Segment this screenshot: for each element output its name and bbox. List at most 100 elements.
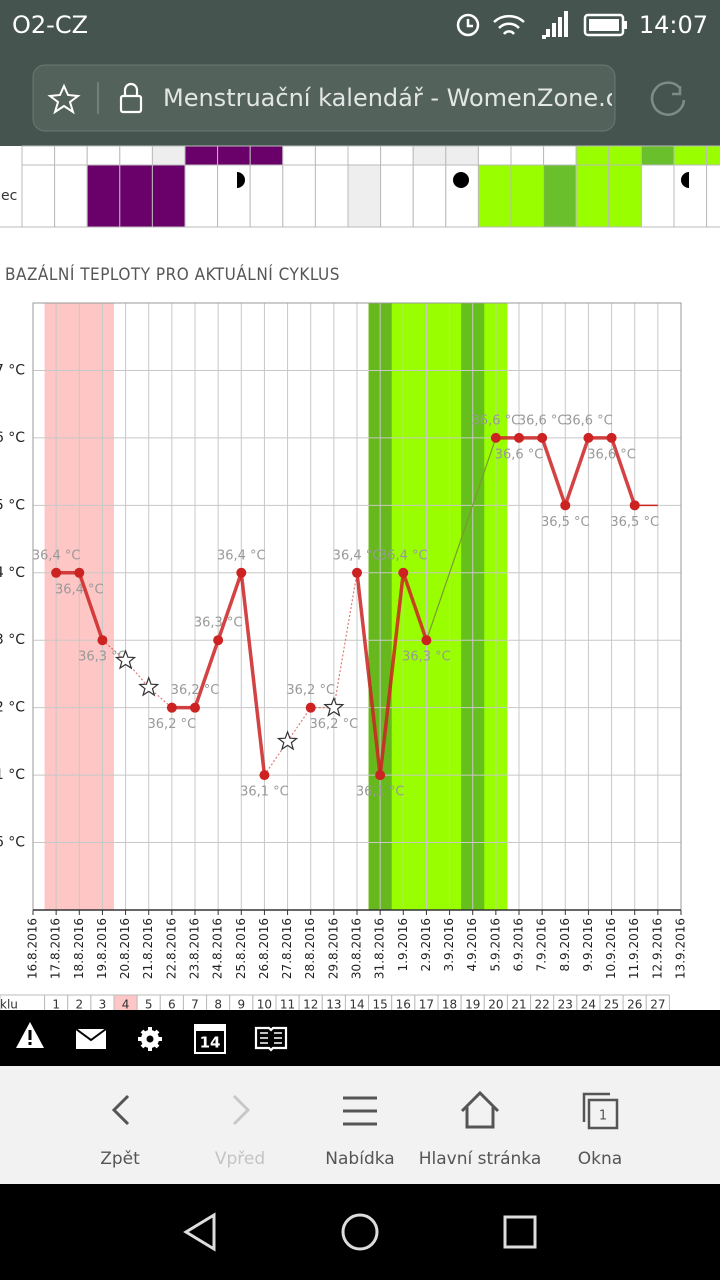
x-tick-label: 1.9.2016: [396, 918, 410, 971]
calendar-cell: [543, 164, 577, 228]
x-tick-label: 13.9.2016: [674, 918, 688, 979]
calendar-cell: [445, 145, 479, 166]
x-tick-label: 26.8.2016: [257, 918, 271, 979]
cycle-day: 7: [191, 998, 199, 1012]
line-segment: [216, 572, 243, 641]
back-icon[interactable]: [111, 1094, 130, 1126]
calendar-cell: [314, 145, 349, 166]
page-title[interactable]: Menstruační kalendář - WomenZone.c: [163, 84, 619, 112]
address-clip: Menstruační kalendář - WomenZone.c: [163, 84, 619, 112]
forward-icon[interactable]: [232, 1094, 251, 1126]
calendar-cell: [640, 164, 675, 228]
home-icon[interactable]: [460, 1090, 500, 1129]
system-nav-icons[interactable]: [183, 1212, 537, 1252]
cycle-day: 1: [52, 998, 60, 1012]
menu-label[interactable]: Nabídka: [325, 1149, 394, 1169]
cycle-day: 12: [303, 998, 318, 1012]
cycle-day: 10: [257, 998, 272, 1012]
x-tick-label: 11.9.2016: [627, 918, 641, 979]
estimated-point: [276, 730, 299, 751]
calendar-cell: [282, 145, 316, 166]
cycle-day: 20: [488, 998, 503, 1012]
calendar-cell: [706, 164, 720, 228]
toolbar-icons[interactable]: 14: [16, 1022, 288, 1054]
calendar-cell: [21, 164, 56, 228]
data-label: 36,6 °C: [564, 413, 613, 428]
calendar-cell: [608, 164, 642, 228]
cycle-day: 8: [214, 998, 222, 1012]
reload-icon[interactable]: [650, 81, 686, 116]
calendar-cell: [314, 164, 349, 228]
calendar-cell: [347, 164, 382, 228]
calendar-cell: [673, 164, 708, 228]
cycle-day: 21: [511, 998, 526, 1012]
windows-icon[interactable]: [582, 1092, 619, 1130]
calendar-cell: [640, 145, 675, 166]
status-icons: [456, 11, 627, 39]
cycle-day: 22: [535, 998, 550, 1012]
estimated-point: [114, 649, 137, 670]
forward-label[interactable]: Vpřed: [215, 1149, 265, 1169]
system-nav: [0, 1184, 720, 1280]
cycle-day: 18: [442, 998, 457, 1012]
cycle-day: 4: [122, 998, 130, 1012]
calendar-cell: [412, 145, 447, 166]
line-segment: [425, 437, 497, 641]
windows-label[interactable]: Okna: [578, 1149, 622, 1169]
home-label[interactable]: Hlavní stránka: [419, 1149, 542, 1169]
cycle-day: 24: [581, 998, 596, 1012]
cycle-day: 15: [373, 998, 388, 1012]
data-label: 36,4 °C: [55, 582, 104, 597]
x-tick-label: 18.8.2016: [72, 918, 86, 979]
line-segment: [193, 639, 220, 709]
calendar-cell: [673, 145, 708, 166]
cycle-day: 9: [237, 998, 245, 1012]
data-point: [560, 500, 571, 511]
data-point: [375, 770, 386, 781]
line-segment: [563, 437, 591, 506]
data-label: 36,3 °C: [78, 650, 127, 665]
data-label: 36,2 °C: [148, 717, 197, 732]
cycle-day: 6: [168, 998, 176, 1012]
data-point: [259, 770, 270, 781]
calendar-cell: [477, 145, 512, 166]
data-point: [97, 635, 108, 646]
calendar-cell: [249, 164, 284, 228]
calendar-cell: [184, 145, 219, 166]
x-tick-label: 31.8.2016: [373, 918, 387, 979]
data-point: [606, 432, 617, 443]
y-tick-label: 6 °C: [0, 430, 25, 446]
data-label: 36,5 °C: [541, 515, 590, 530]
data-point: [583, 432, 594, 443]
y-tick-label: 5 °C: [0, 497, 25, 513]
y-tick-label: 2 °C: [0, 700, 25, 716]
moon-icon: [681, 172, 689, 188]
clock: 14:07: [639, 11, 708, 39]
address-bar[interactable]: [32, 64, 616, 132]
back-label[interactable]: Zpět: [100, 1149, 140, 1169]
windows-count: 1: [599, 1109, 607, 1124]
data-point: [514, 432, 524, 443]
line-segment: [355, 572, 382, 776]
cycle-day: 13: [326, 998, 341, 1012]
data-point: [213, 635, 224, 646]
cycle-day: 14: [349, 998, 364, 1012]
calendar-cell: [21, 145, 56, 166]
estimated-point: [323, 696, 345, 717]
menu-icon[interactable]: [343, 1096, 377, 1126]
calendar-cell: [217, 145, 251, 166]
x-tick-label: 21.8.2016: [141, 918, 155, 979]
y-tick-label: 6 °C: [0, 835, 25, 851]
data-point: [236, 567, 247, 578]
x-tick-label: 29.8.2016: [326, 918, 340, 979]
x-tick-label: 25.8.2016: [234, 918, 248, 979]
calendar-cell: [510, 164, 545, 228]
data-label: 36,2 °C: [310, 717, 359, 732]
data-point: [421, 635, 432, 646]
chart-title: BAZÁLNÍ TEPLOTY PRO AKTUÁLNÍ CYKLUS: [5, 263, 340, 285]
data-label: 36,2 °C: [286, 683, 335, 698]
line-segment: [540, 437, 567, 506]
estimated-point: [138, 676, 160, 697]
bookmark-icon[interactable]: [47, 83, 81, 115]
data-label: 36,4 °C: [379, 548, 428, 563]
